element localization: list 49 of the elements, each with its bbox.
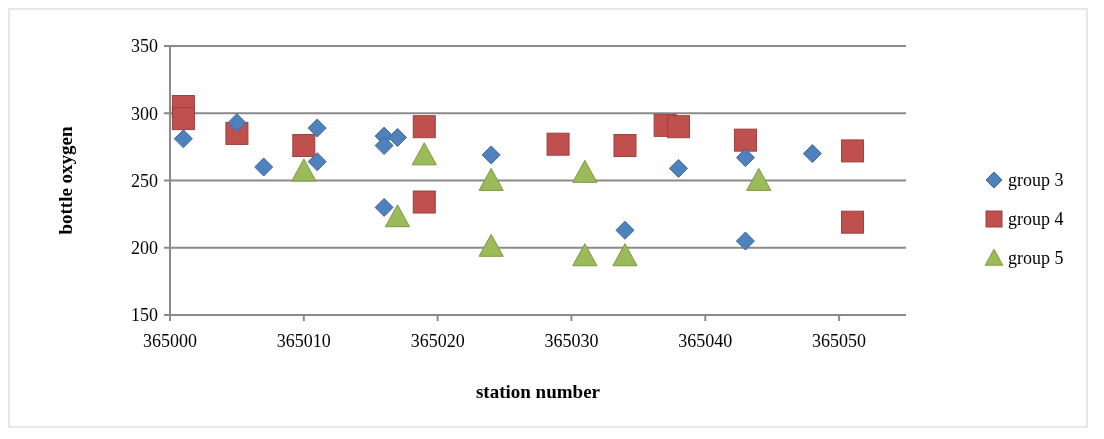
legend-label: group 3 [1008,170,1064,191]
point [374,136,394,156]
point [307,152,327,172]
point [481,145,501,165]
point [374,197,394,217]
point [735,231,755,251]
point [546,132,570,156]
y-tick-label: 200 [131,238,158,259]
x-tick-label: 365030 [544,331,599,351]
x-tick-label: 365000 [143,331,197,351]
y-tick-label: 250 [131,170,158,191]
point [478,233,504,257]
x-axis-title: station number [475,381,601,402]
point [840,210,864,234]
point [171,107,195,131]
point [173,129,193,149]
y-tick-label: 300 [131,103,158,124]
point [615,220,635,240]
point [411,142,437,166]
point [733,128,757,152]
x-tick-label: 365020 [410,331,465,351]
point [478,167,504,191]
point [802,144,822,164]
point [384,204,411,228]
x-tick-label: 365040 [678,331,733,351]
point [254,157,274,177]
point [746,167,772,191]
point [572,243,598,267]
y-tick-label: 350 [131,36,158,57]
point [307,118,327,138]
y-tick-label: 150 [131,305,158,326]
point [292,134,316,158]
point [572,159,598,183]
point [669,158,689,178]
point [291,158,317,182]
point [412,190,436,214]
legend-label: group 4 [1008,209,1064,230]
point [840,139,864,163]
point [667,115,691,139]
legend-label: group 5 [1008,248,1064,269]
point [387,127,407,147]
x-tick-label: 365050 [812,331,867,351]
y-axis-title: bottle oxygen [55,125,76,235]
x-tick-label: 365010 [276,331,331,351]
point [613,134,637,158]
point [412,115,436,139]
point [735,148,755,168]
point [227,113,247,133]
point [612,243,638,267]
